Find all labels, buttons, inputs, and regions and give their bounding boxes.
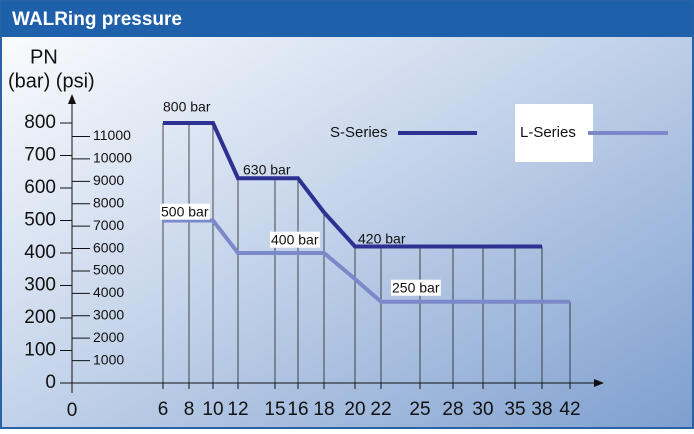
x-tick-label: 30: [472, 399, 493, 420]
legend-box: [515, 104, 593, 162]
chart-title: WALRing pressure: [12, 9, 182, 30]
y-arrow: [68, 94, 76, 104]
header: [1, 1, 693, 37]
y2-tick-label: 2000: [93, 329, 124, 345]
y2-tick-label: 3000: [93, 306, 124, 322]
y2-tick-label: 9000: [93, 172, 124, 188]
x-tick-label: 16: [287, 399, 308, 420]
y-units-label: (bar) (psi): [8, 70, 95, 92]
x-arrow: [594, 379, 604, 387]
x-tick-label: 22: [370, 399, 391, 420]
y-tick-label: 100: [24, 340, 56, 361]
annotation: 800 bar: [163, 99, 211, 115]
annotation: 250 bar: [392, 280, 440, 296]
annotation: 630 bar: [243, 162, 291, 178]
y2-tick-label: 7000: [93, 217, 124, 233]
y-tick-label: 400: [24, 242, 56, 263]
y-tick-label: 200: [24, 307, 56, 328]
series-line: [163, 218, 570, 304]
y2-tick-label: 8000: [93, 194, 124, 210]
x-tick-label: 20: [344, 399, 365, 420]
legend-label: L-Series: [520, 124, 576, 141]
annotation-box: [391, 279, 441, 296]
annotation-box: [160, 203, 210, 220]
y2-tick-label: 6000: [93, 239, 124, 255]
x-tick-label: 12: [227, 399, 248, 420]
x-tick-label: 42: [559, 399, 580, 420]
legend-label: S-Series: [330, 124, 388, 141]
origin-label: 0: [67, 400, 78, 421]
annotation: 400 bar: [271, 232, 319, 248]
y-label: PN: [30, 46, 58, 68]
y2-tick-label: 1000: [93, 351, 124, 367]
y2-tick-label: 11000: [93, 127, 131, 143]
x-tick-label: 6: [158, 399, 169, 420]
y-tick-label: 600: [24, 177, 56, 198]
y2-tick-label: 10000: [93, 150, 132, 166]
x-tick-label: 8: [184, 399, 195, 420]
y-tick-label: 700: [24, 145, 56, 166]
x-tick-label: 10: [202, 399, 223, 420]
y-tick-label: 0: [45, 372, 56, 393]
annotation-box: [270, 231, 320, 248]
x-tick-label: 18: [313, 399, 334, 420]
x-tick-label: 15: [264, 399, 285, 420]
series-line: [163, 121, 542, 249]
x-tick-label: 25: [409, 399, 430, 420]
y2-tick-label: 5000: [93, 262, 124, 278]
y2-tick-label: 4000: [93, 284, 124, 300]
y-tick-label: 800: [24, 112, 56, 133]
annotation: 420 bar: [358, 231, 406, 247]
x-tick-label: 35: [504, 399, 525, 420]
x-tick-label: 28: [442, 399, 463, 420]
y-tick-label: 500: [24, 210, 56, 231]
x-tick-label: 38: [531, 399, 552, 420]
y-tick-label: 300: [24, 275, 56, 296]
annotation: 500 bar: [161, 204, 209, 220]
